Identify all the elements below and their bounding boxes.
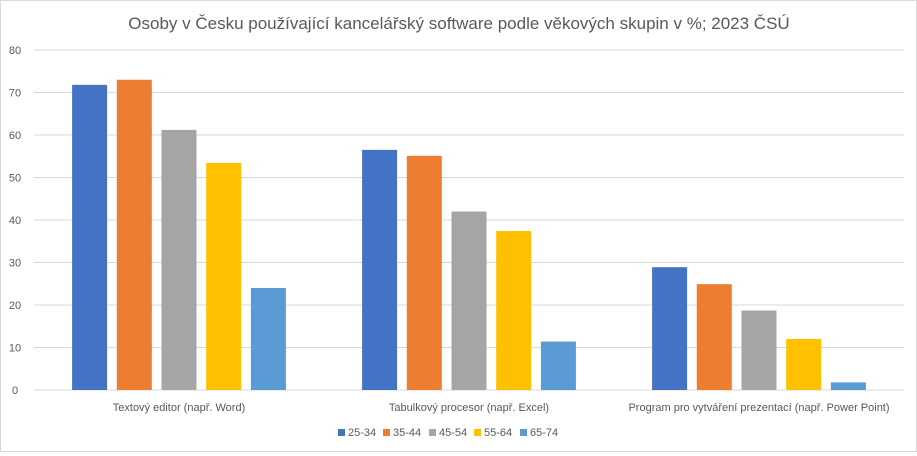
y-tick-label: 80 [9, 45, 21, 57]
y-tick-label: 50 [9, 173, 21, 185]
legend-label: 25-34 [348, 427, 376, 439]
bar-25-34-0 [72, 84, 108, 390]
legend-swatch [520, 429, 527, 436]
x-category-label: Program pro vytváření prezentací (např. … [628, 402, 889, 414]
bar-35-44-1 [406, 155, 442, 390]
chart-title: Osoby v Česku používající kancelářský so… [128, 14, 789, 33]
y-tick-label: 10 [9, 343, 21, 355]
x-category-label: Textový editor (např. Word) [113, 402, 245, 414]
y-tick-label: 60 [9, 130, 21, 142]
legend-swatch [474, 429, 481, 436]
y-tick-label: 0 [12, 385, 18, 397]
bar-65-74-2 [830, 382, 866, 390]
bar-25-34-1 [362, 149, 398, 390]
y-tick-label: 20 [9, 300, 21, 312]
bar-65-74-0 [250, 288, 286, 390]
bar-45-54-2 [741, 310, 777, 390]
legend-swatch [429, 429, 436, 436]
bar-45-54-0 [161, 129, 197, 390]
y-tick-label: 40 [9, 215, 21, 227]
legend-label: 35-44 [393, 427, 421, 439]
bar-55-64-0 [206, 163, 242, 390]
x-category-label: Tabulkový procesor (např. Excel) [389, 402, 549, 414]
y-tick-label: 70 [9, 88, 21, 100]
legend-label: 45-54 [439, 427, 467, 439]
bar-55-64-1 [496, 231, 532, 390]
bar-45-54-1 [451, 211, 487, 390]
bar-35-44-2 [696, 284, 732, 390]
legend-label: 55-64 [484, 427, 512, 439]
legend-swatch [383, 429, 390, 436]
y-tick-label: 30 [9, 258, 21, 270]
legend-label: 65-74 [530, 427, 558, 439]
bar-35-44-0 [116, 79, 152, 390]
bar-25-34-2 [652, 267, 688, 390]
bar-65-74-1 [540, 341, 576, 390]
legend-swatch [338, 429, 345, 436]
bar-55-64-2 [786, 339, 822, 390]
